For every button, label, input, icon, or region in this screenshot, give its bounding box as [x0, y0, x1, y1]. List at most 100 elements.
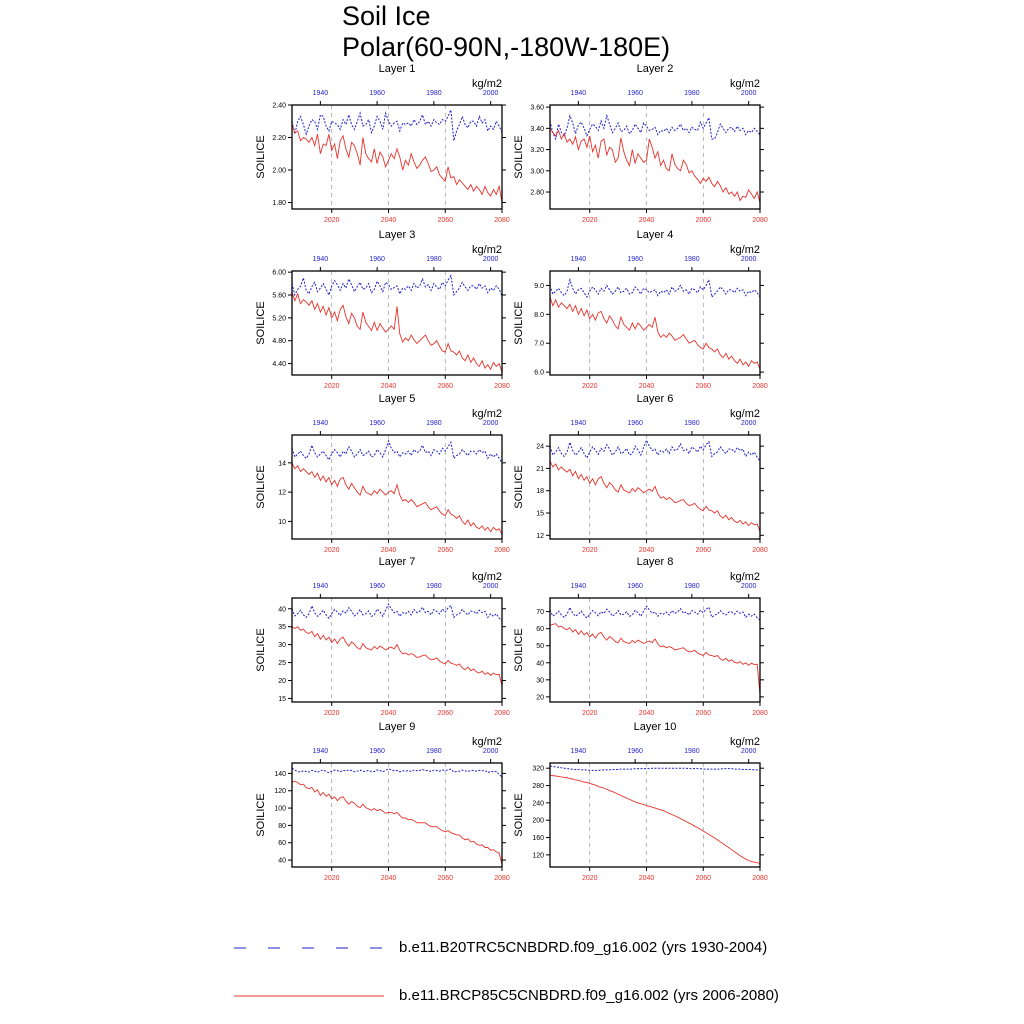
plot-frame-layer-9: [291, 762, 503, 868]
plot-frame-layer-7: [291, 597, 503, 703]
x-tick-label-bottom-layer-6-2020: 2020: [582, 547, 598, 554]
y-tick-label-layer-8-40: 40: [536, 660, 544, 667]
x-tick-label-bottom-layer-7-2080: 2080: [494, 710, 510, 717]
x-tick-label-top-layer-2-1960: 1960: [627, 90, 643, 97]
y-tick-label-layer-6-18: 18: [536, 488, 544, 495]
x-tick-label-top-layer-7-2000: 2000: [483, 583, 499, 590]
x-tick-label-bottom-layer-10-2060: 2060: [695, 875, 711, 882]
x-tick-label-top-layer-9-1940: 1940: [313, 748, 329, 755]
y-tick-label-layer-10-200: 200: [532, 818, 544, 825]
plot-frame-layer-1: [291, 104, 503, 210]
x-tick-label-top-layer-3-1940: 1940: [313, 256, 329, 263]
panel-title-layer-1: Layer 1: [379, 63, 416, 75]
series-future-line-layer-6: [549, 460, 761, 532]
y-tick-label-layer-7-25: 25: [278, 660, 286, 667]
y-tick-label-layer-3-6.00: 6.00: [272, 270, 286, 277]
series-historical-line-layer-10: [549, 765, 761, 771]
legend-swatch-historical: [234, 947, 384, 949]
units-label-layer-8: kg/m2: [730, 571, 760, 583]
series-historical-line-layer-4: [549, 277, 761, 299]
y-tick-label-layer-5-12: 12: [278, 490, 286, 497]
y-tick-label-layer-4-6.0: 6.0: [534, 370, 544, 377]
y-tick-label-layer-10-240: 240: [532, 800, 544, 807]
x-tick-label-bottom-layer-4-2060: 2060: [695, 383, 711, 390]
y-tick-label-layer-9-80: 80: [278, 823, 286, 830]
panel-layer-5: Layer 5 kg/m2 SOILICE 10 12 14 2020 2040 2060 208…: [255, 393, 510, 554]
y-axis-label-layer-10: SOILICE: [513, 793, 525, 836]
series-historical-line-layer-7: [291, 603, 503, 622]
panel-title-layer-8: Layer 8: [637, 556, 674, 568]
series-historical-line-layer-1: [291, 109, 503, 141]
plot-frame-layer-8: [549, 597, 761, 703]
panel-title-layer-3: Layer 3: [379, 229, 416, 241]
x-tick-label-top-layer-10-1960: 1960: [627, 748, 643, 755]
x-tick-label-bottom-layer-8-2060: 2060: [695, 710, 711, 717]
units-label-layer-7: kg/m2: [472, 571, 502, 583]
x-tick-label-top-layer-6-1940: 1940: [571, 420, 587, 427]
x-tick-label-bottom-layer-3-2020: 2020: [324, 383, 340, 390]
panel-title-layer-10: Layer 10: [634, 721, 677, 733]
y-tick-label-layer-9-40: 40: [278, 858, 286, 865]
x-tick-label-bottom-layer-10-2080: 2080: [752, 875, 768, 882]
x-tick-label-bottom-layer-9-2020: 2020: [324, 875, 340, 882]
x-tick-label-bottom-layer-5-2060: 2060: [437, 547, 453, 554]
y-tick-label-layer-3-4.80: 4.80: [272, 338, 286, 345]
y-tick-label-layer-10-160: 160: [532, 835, 544, 842]
x-tick-label-bottom-layer-5-2080: 2080: [494, 547, 510, 554]
y-axis-label-layer-4: SOILICE: [513, 301, 525, 344]
x-tick-label-bottom-layer-1-2060: 2060: [437, 217, 453, 224]
x-tick-label-top-layer-6-2000: 2000: [741, 420, 757, 427]
x-tick-label-top-layer-5-2000: 2000: [483, 420, 499, 427]
units-label-layer-1: kg/m2: [472, 78, 502, 90]
x-tick-label-top-layer-8-2000: 2000: [741, 583, 757, 590]
y-tick-label-layer-7-35: 35: [278, 624, 286, 631]
series-future-line-layer-7: [291, 626, 503, 687]
y-tick-label-layer-8-50: 50: [536, 643, 544, 650]
y-tick-label-layer-1-2.40: 2.40: [272, 103, 286, 110]
y-tick-label-layer-8-20: 20: [536, 694, 544, 701]
panel-title-layer-7: Layer 7: [379, 556, 416, 568]
y-tick-label-layer-1-2.20: 2.20: [272, 135, 286, 142]
legend-label-future: b.e11.BRCP85C5CNBDRD.f09_g16.002 (yrs 20…: [399, 987, 779, 1004]
plot-frame-layer-6: [549, 434, 761, 540]
series-future-line-layer-3: [291, 291, 503, 373]
x-tick-label-bottom-layer-7-2020: 2020: [324, 710, 340, 717]
series-historical-line-layer-2: [549, 113, 761, 141]
y-tick-label-layer-6-21: 21: [536, 466, 544, 473]
x-tick-label-bottom-layer-2-2020: 2020: [582, 217, 598, 224]
x-tick-label-top-layer-6-1980: 1980: [684, 420, 700, 427]
series-historical-line-layer-9: [291, 767, 503, 778]
panel-layer-6: Layer 6 kg/m2 SOILICE 12 15 18 21 24 2020 2040 206…: [513, 393, 768, 554]
x-tick-label-top-layer-3-1960: 1960: [369, 256, 385, 263]
x-tick-label-top-layer-4-2000: 2000: [741, 256, 757, 263]
chart-title-line-1: Soil Ice: [342, 1, 431, 31]
units-label-layer-9: kg/m2: [472, 736, 502, 748]
units-label-layer-10: kg/m2: [730, 736, 760, 748]
x-tick-label-bottom-layer-1-2040: 2040: [381, 217, 397, 224]
legend-swatch-future: [234, 995, 384, 997]
chart-title-line-2: Polar(60-90N,-180W-180E): [342, 32, 671, 62]
x-tick-label-top-layer-3-1980: 1980: [426, 256, 442, 263]
x-tick-label-bottom-layer-3-2080: 2080: [494, 383, 510, 390]
y-tick-label-layer-7-15: 15: [278, 696, 286, 703]
x-tick-label-top-layer-1-2000: 2000: [483, 90, 499, 97]
y-tick-label-layer-2-3.20: 3.20: [530, 147, 544, 154]
x-tick-label-top-layer-6-1960: 1960: [627, 420, 643, 427]
x-tick-label-top-layer-10-1980: 1980: [684, 748, 700, 755]
x-tick-label-bottom-layer-3-2040: 2040: [381, 383, 397, 390]
panel-title-layer-9: Layer 9: [379, 721, 416, 733]
y-tick-label-layer-5-14: 14: [278, 460, 286, 467]
x-tick-label-top-layer-4-1980: 1980: [684, 256, 700, 263]
series-future-line-layer-10: [549, 774, 761, 864]
series-historical-line-layer-8: [549, 605, 761, 621]
x-tick-label-bottom-layer-5-2020: 2020: [324, 547, 340, 554]
y-tick-label-layer-8-60: 60: [536, 626, 544, 633]
panel-layer-1: Layer 1 kg/m2 SOILICE 1.80 2.00 2.20 2.40 2020 2…: [255, 63, 510, 224]
x-tick-label-top-layer-2-1940: 1940: [571, 90, 587, 97]
x-tick-label-top-layer-5-1980: 1980: [426, 420, 442, 427]
series-future-line-layer-5: [291, 462, 503, 535]
x-tick-label-top-layer-7-1980: 1980: [426, 583, 442, 590]
y-tick-label-layer-8-70: 70: [536, 609, 544, 616]
x-tick-label-bottom-layer-6-2060: 2060: [695, 547, 711, 554]
